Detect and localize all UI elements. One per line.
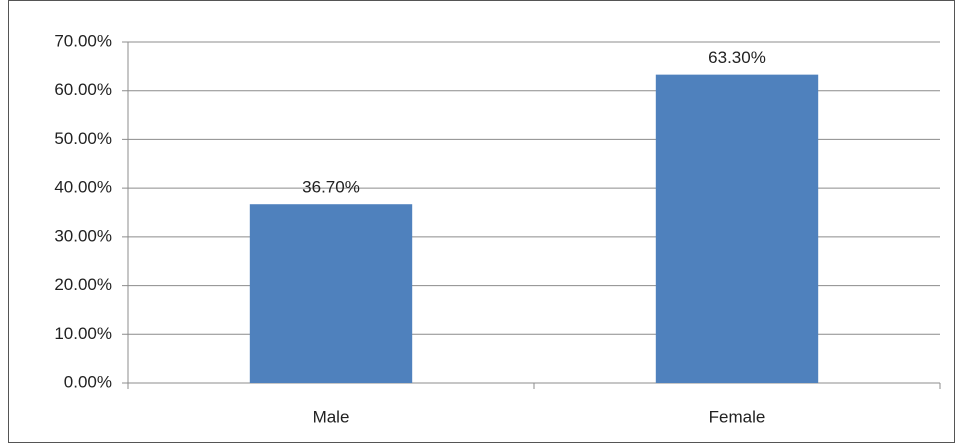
x-tick-label: Female	[709, 407, 766, 426]
y-tick-label: 60.00%	[54, 80, 112, 99]
y-tick-label: 40.00%	[54, 178, 112, 197]
y-tick-label: 20.00%	[54, 275, 112, 294]
y-tick-label: 50.00%	[54, 129, 112, 148]
y-tick-label: 70.00%	[54, 31, 112, 50]
bar	[249, 204, 413, 383]
data-label: 63.30%	[708, 48, 766, 67]
y-tick-label: 30.00%	[54, 226, 112, 245]
y-tick-label: 10.00%	[54, 324, 112, 343]
bar	[655, 74, 819, 383]
data-label: 36.70%	[302, 178, 360, 197]
x-tick-label: Male	[313, 407, 350, 426]
y-tick-label: 0.00%	[64, 372, 112, 391]
